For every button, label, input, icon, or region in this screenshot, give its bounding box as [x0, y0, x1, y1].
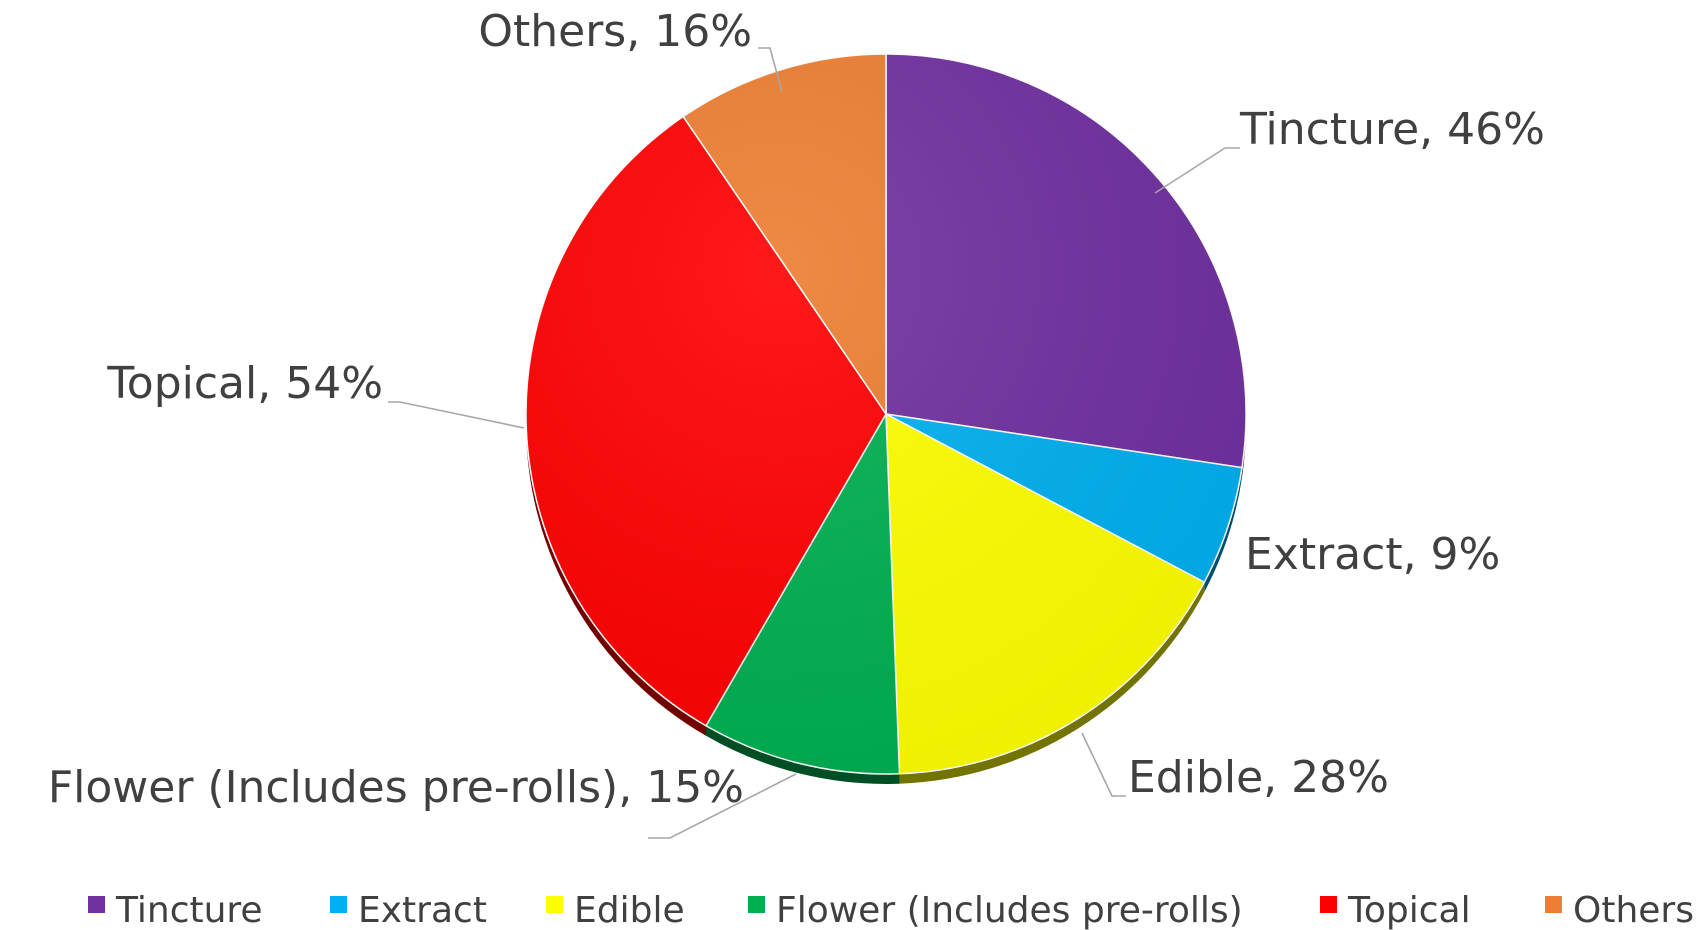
legend-swatch-topical — [1320, 896, 1337, 913]
legend-swatch-flower-includes-pre-rolls — [748, 896, 765, 913]
data-label-topical: Topical, 54% — [106, 358, 383, 409]
leader-line-topical — [388, 401, 525, 429]
data-label-flower-includes-pre-rolls: Flower (Includes pre-rolls), 15% — [48, 762, 744, 813]
leader-line-flower-includes-pre-rolls — [648, 773, 797, 839]
data-label-others: Others, 16% — [478, 6, 752, 57]
pie-slices — [525, 53, 1247, 775]
legend: Tincture Extract Edible Flower (Includes pr… — [88, 890, 1694, 930]
legend-swatch-extract — [330, 896, 347, 913]
legend-label-edible: Edible — [574, 890, 685, 930]
legend-label-others: Others — [1573, 890, 1694, 930]
data-label-tincture: Tincture, 46% — [1239, 104, 1545, 155]
slice-tincture — [885, 53, 1247, 469]
legend-label-tincture: Tincture — [115, 890, 263, 930]
leader-lines — [388, 47, 1240, 839]
legend-label-extract: Extract — [358, 890, 487, 930]
legend-swatch-edible — [546, 896, 563, 913]
legend-label-topical: Topical — [1347, 890, 1471, 930]
leader-line-others — [758, 47, 783, 93]
leader-line-tincture — [1154, 147, 1240, 194]
data-labels: Tincture, 46% Extract, 9% Edible, 28% Flowe… — [48, 6, 1545, 813]
data-label-edible: Edible, 28% — [1128, 752, 1389, 803]
legend-label-flower-includes-pre-rolls: Flower (Includes pre-rolls) — [776, 890, 1243, 930]
legend-swatch-tincture — [88, 896, 105, 913]
legend-swatch-others — [1545, 896, 1562, 913]
data-label-extract: Extract, 9% — [1245, 529, 1500, 580]
leader-line-edible — [1081, 732, 1126, 797]
